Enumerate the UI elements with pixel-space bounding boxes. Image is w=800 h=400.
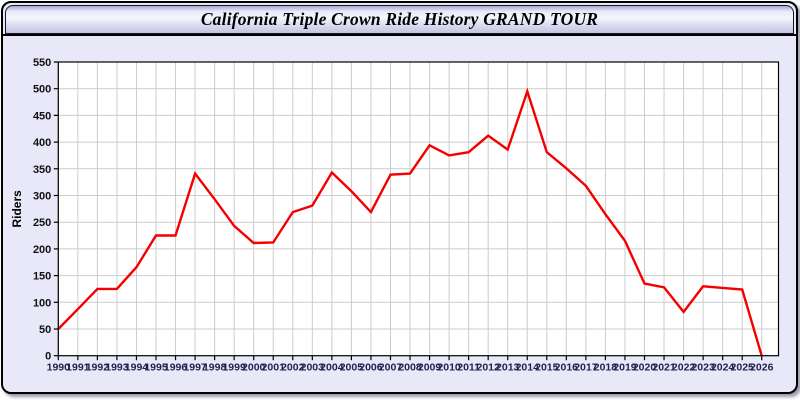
x-tick-label: 2000 xyxy=(242,362,266,374)
plot-border xyxy=(57,61,780,357)
x-tick-label: 2001 xyxy=(262,362,286,374)
x-tick-label: 2014 xyxy=(516,362,540,374)
x-tick-label: 2013 xyxy=(496,362,520,374)
x-tick-label: 2006 xyxy=(359,362,383,374)
x-tick-label: 1995 xyxy=(144,362,168,374)
x-tick-label: 1996 xyxy=(164,362,188,374)
x-tick-label: 1998 xyxy=(203,362,227,374)
x-tick-label: 2019 xyxy=(613,362,637,374)
y-tick-label: 300 xyxy=(33,191,51,203)
x-tick-label: 2008 xyxy=(398,362,422,374)
x-tick-label: 1997 xyxy=(183,362,207,374)
x-tick-label: 2005 xyxy=(340,362,364,374)
x-tick-label: 2009 xyxy=(418,362,442,374)
app-window: California Triple Crown Ride History GRA… xyxy=(1,1,798,394)
x-tick-label: 1990 xyxy=(47,362,71,374)
x-tick-label: 2026 xyxy=(750,362,774,374)
x-tick-label: 2016 xyxy=(555,362,579,374)
line-chart: 1990199119921993199419951996199719981999… xyxy=(10,57,780,374)
x-tick-label: 2021 xyxy=(652,362,676,374)
y-tick-label: 500 xyxy=(33,84,51,96)
y-tick-label: 50 xyxy=(39,324,51,336)
y-tick-label: 200 xyxy=(33,244,51,256)
x-tick-label: 2018 xyxy=(594,362,618,374)
y-tick-label: 550 xyxy=(33,57,51,69)
y-axis-label: Riders xyxy=(10,190,24,228)
y-tick-label: 100 xyxy=(33,297,51,309)
x-tick-label: 2020 xyxy=(633,362,657,374)
y-tick-label: 400 xyxy=(33,137,51,149)
data-series-line xyxy=(57,87,763,357)
x-tick-label: 2004 xyxy=(320,362,344,374)
x-tick-label: 2015 xyxy=(535,362,559,374)
y-tick-label: 150 xyxy=(33,271,51,283)
x-tick-label: 2011 xyxy=(457,362,480,374)
x-tick-label: 2017 xyxy=(574,362,598,374)
x-tick-label: 2023 xyxy=(691,362,715,374)
plot-area xyxy=(58,62,779,356)
x-tick-label: 2012 xyxy=(477,362,501,374)
chart-title: California Triple Crown Ride History GRA… xyxy=(200,9,599,29)
x-tick-label: 1999 xyxy=(222,362,246,374)
x-tick-label: 2010 xyxy=(437,362,461,374)
y-tick-label: 450 xyxy=(33,110,51,122)
x-tick-label: 2003 xyxy=(301,362,325,374)
x-tick-label: 1992 xyxy=(86,362,110,374)
y-tick-label: 350 xyxy=(33,164,51,176)
x-tick-label: 1991 xyxy=(66,362,90,374)
y-tick-label: 0 xyxy=(45,351,51,363)
x-tick-label: 2024 xyxy=(711,362,735,374)
x-tick-label: 1993 xyxy=(105,362,129,374)
title-separator xyxy=(3,34,796,36)
x-tick-label: 2022 xyxy=(672,362,696,374)
x-tick-label: 2025 xyxy=(731,362,755,374)
title-bar: California Triple Crown Ride History GRA… xyxy=(5,5,794,34)
x-tick-label: 2002 xyxy=(281,362,305,374)
x-tick-label: 2007 xyxy=(379,362,403,374)
y-tick-label: 250 xyxy=(33,217,51,229)
x-tick-label: 1994 xyxy=(125,362,149,374)
